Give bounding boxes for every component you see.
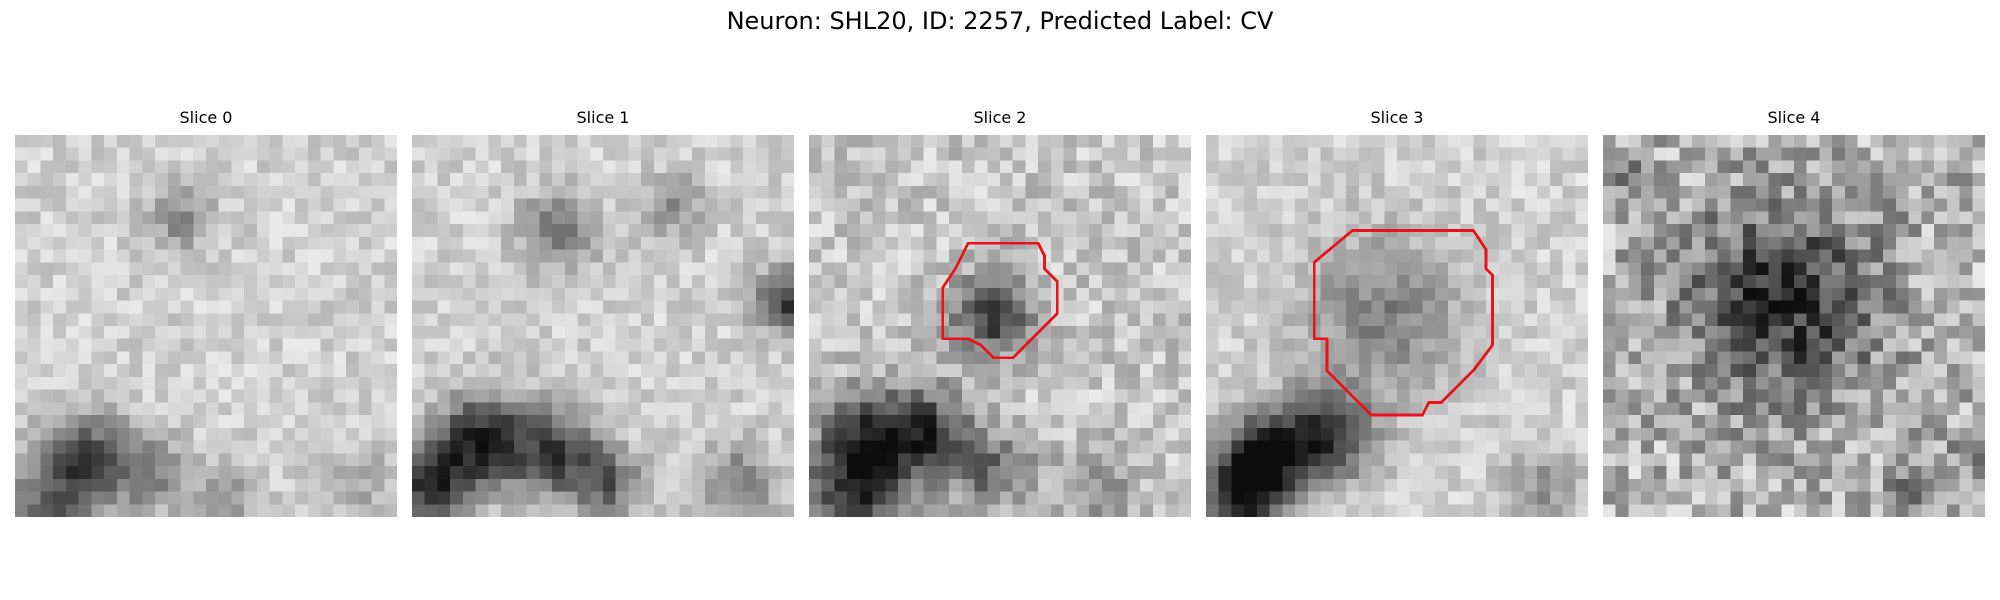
slice-image — [1603, 135, 1985, 517]
slice-panel-1: Slice 1 — [412, 108, 794, 520]
slice-panel-3: Slice 3 — [1206, 108, 1588, 520]
slice-image — [412, 135, 794, 517]
slice-pixels — [15, 135, 397, 517]
slice-title: Slice 2 — [973, 108, 1027, 127]
slice-image — [809, 135, 1191, 517]
slice-title: Slice 3 — [1370, 108, 1424, 127]
slice-title: Slice 0 — [179, 108, 233, 127]
slice-panel-4: Slice 4 — [1603, 108, 1985, 520]
slice-image — [1206, 135, 1588, 517]
slice-image — [15, 135, 397, 517]
slice-title: Slice 4 — [1767, 108, 1821, 127]
slice-panel-2: Slice 2 — [809, 108, 1191, 520]
segmentation-contour — [941, 241, 1059, 360]
slice-pixels — [1603, 135, 1985, 517]
slice-pixels — [412, 135, 794, 517]
slice-title: Slice 1 — [576, 108, 630, 127]
slice-pixels — [1206, 135, 1588, 517]
slice-panel-0: Slice 0 — [15, 108, 397, 520]
segmentation-contour — [1312, 229, 1494, 417]
slice-pixels — [809, 135, 1191, 517]
figure-title: Neuron: SHL20, ID: 2257, Predicted Label… — [726, 7, 1274, 35]
